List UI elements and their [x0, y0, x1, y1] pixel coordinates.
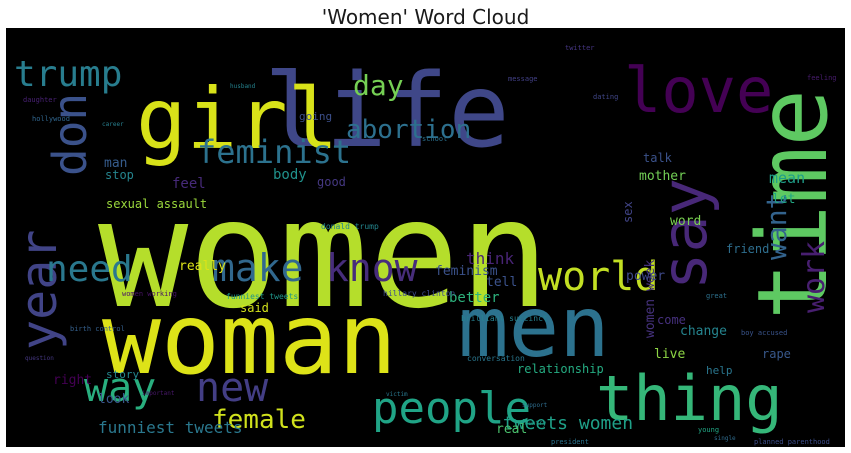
word-said: said [240, 301, 269, 315]
word-work: work [797, 241, 832, 313]
word-woman: woman [102, 283, 397, 397]
word-people: people [372, 383, 531, 434]
word-feminist: feminist [197, 133, 351, 171]
word-funniest-tweets: funniest tweets [98, 418, 243, 437]
word-funniest-tweets: funniest tweets [226, 292, 298, 301]
word-look: look [98, 392, 129, 407]
word-country: country [521, 420, 547, 427]
word-tweets-women: tweets women [503, 413, 633, 434]
word-sex: sex [621, 201, 635, 223]
word-feel: feel [172, 176, 206, 192]
word-trump: trump [14, 54, 122, 95]
word-dating: dating [593, 93, 618, 101]
word-live: live [654, 347, 685, 362]
word-great: great [706, 292, 727, 300]
word-come: come [657, 313, 686, 327]
word-female: female [212, 405, 306, 435]
word-make: make [212, 246, 304, 290]
word-say: say [648, 178, 721, 290]
word-really: really [179, 259, 226, 274]
word-day: day [353, 69, 404, 102]
word-important: important [142, 390, 175, 397]
word-let: let [772, 192, 795, 207]
word-know: know [326, 246, 418, 290]
chart-title: 'Women' Word Cloud [321, 5, 530, 29]
word-love: love [624, 54, 773, 127]
word-think: think [466, 249, 515, 268]
word-want: want [760, 193, 793, 260]
word-change: change [680, 324, 727, 339]
word-boy-accused: boy accused [741, 329, 787, 337]
cloud-background [6, 28, 845, 447]
word-right: right [53, 373, 92, 388]
word-donald-trump: donald trump [321, 222, 379, 231]
word-talk: talk [643, 151, 673, 165]
word-school: school [422, 135, 447, 143]
word-support: support [522, 402, 548, 409]
word-feeling: feeling [807, 74, 837, 82]
word-year: year [10, 230, 68, 350]
word-husband: husband [230, 83, 256, 90]
word-message: message [508, 75, 538, 83]
word-girl: girl [136, 70, 338, 168]
word-president: president [551, 438, 589, 446]
word-women-week: women week [643, 260, 658, 338]
word-time: time [737, 89, 845, 320]
word-tell: tell [486, 275, 517, 290]
word-body: body [273, 167, 307, 183]
word-need: need [46, 249, 133, 290]
word-new: new [196, 365, 269, 411]
word-birth-control: birth control [70, 325, 125, 333]
word-stop: stop [105, 168, 134, 182]
word-single: single [714, 435, 736, 442]
word-power: power [626, 269, 665, 284]
word-world: world [538, 254, 658, 300]
word-twitter: twitter [565, 44, 595, 52]
word-help: help [706, 364, 733, 377]
word-brilliant-succinct: brilliant succinct [461, 314, 548, 323]
word-abortion: abortion [346, 115, 471, 145]
word-relationship: relationship [517, 362, 604, 376]
word-way: way [84, 365, 156, 411]
word-hillary-clinton: hillary clinton [383, 289, 455, 298]
word-victim: victim [386, 391, 408, 398]
word-women-working: women working [122, 290, 177, 298]
word-mean: mean [769, 169, 805, 187]
word-sexual-assault: sexual assault [106, 197, 207, 211]
word-going: going [299, 110, 332, 123]
word-daughter: daughter [23, 96, 57, 104]
word-friend: friend [726, 242, 769, 256]
word-young: young [698, 426, 719, 434]
word-real: real [496, 422, 527, 437]
word-word: word [670, 214, 701, 229]
word-feminism: feminism [435, 264, 498, 279]
word-don: don [43, 93, 97, 176]
word-man: man [104, 156, 127, 171]
word-mother: mother [639, 169, 686, 184]
word-story: story [106, 368, 139, 381]
word-thing: thing [596, 362, 783, 435]
word-conversation: conversation [467, 354, 525, 363]
word-women: women [98, 168, 550, 342]
word-hollywood: hollywood [32, 115, 70, 123]
word-men: men [458, 278, 610, 376]
word-question: question [25, 355, 54, 362]
word-life: life [264, 52, 510, 171]
word-career: career [102, 121, 124, 128]
word-rape: rape [762, 347, 791, 361]
word-good: good [317, 175, 346, 189]
word-planned-parenthood: planned parenthood [754, 438, 830, 446]
word-better: better [449, 290, 500, 306]
